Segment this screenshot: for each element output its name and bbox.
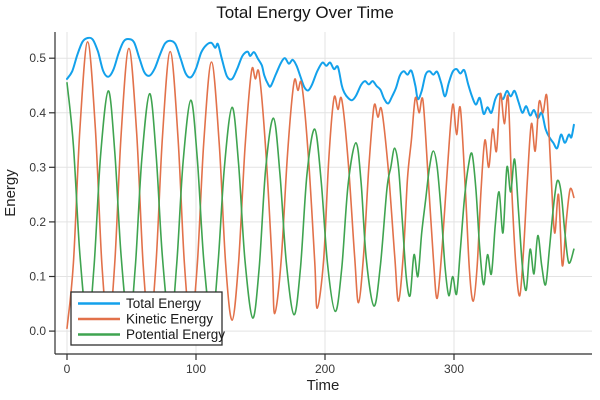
legend-label-total-energy: Total Energy	[126, 296, 201, 311]
tick-labels: 0.0 0.1 0.2 0.3 0.4 0.5 0 100 200 300	[29, 51, 464, 376]
legend-label-potential-energy: Potential Energy	[126, 327, 225, 342]
x-tick-label: 100	[186, 362, 206, 376]
x-axis-label: Time	[307, 377, 340, 394]
chart-title: Total Energy Over Time	[216, 3, 394, 22]
y-tick-label: 0.3	[29, 160, 46, 174]
series-line-total-energy	[66, 36, 575, 150]
y-tick-label: 0.5	[29, 51, 46, 65]
y-axis-label: Energy	[2, 169, 19, 217]
x-tick-label: 0	[64, 362, 71, 376]
x-tick-label: 200	[315, 362, 335, 376]
legend-label-kinetic-energy: Kinetic Energy	[126, 312, 213, 327]
x-tick-label: 300	[444, 362, 464, 376]
y-tick-label: 0.1	[29, 270, 46, 284]
y-tick-label: 0.2	[29, 215, 46, 229]
axes	[49, 32, 592, 360]
y-tick-label: 0.0	[29, 324, 46, 338]
series-line-kinetic-energy	[66, 41, 575, 330]
y-tick-label: 0.4	[29, 106, 46, 120]
